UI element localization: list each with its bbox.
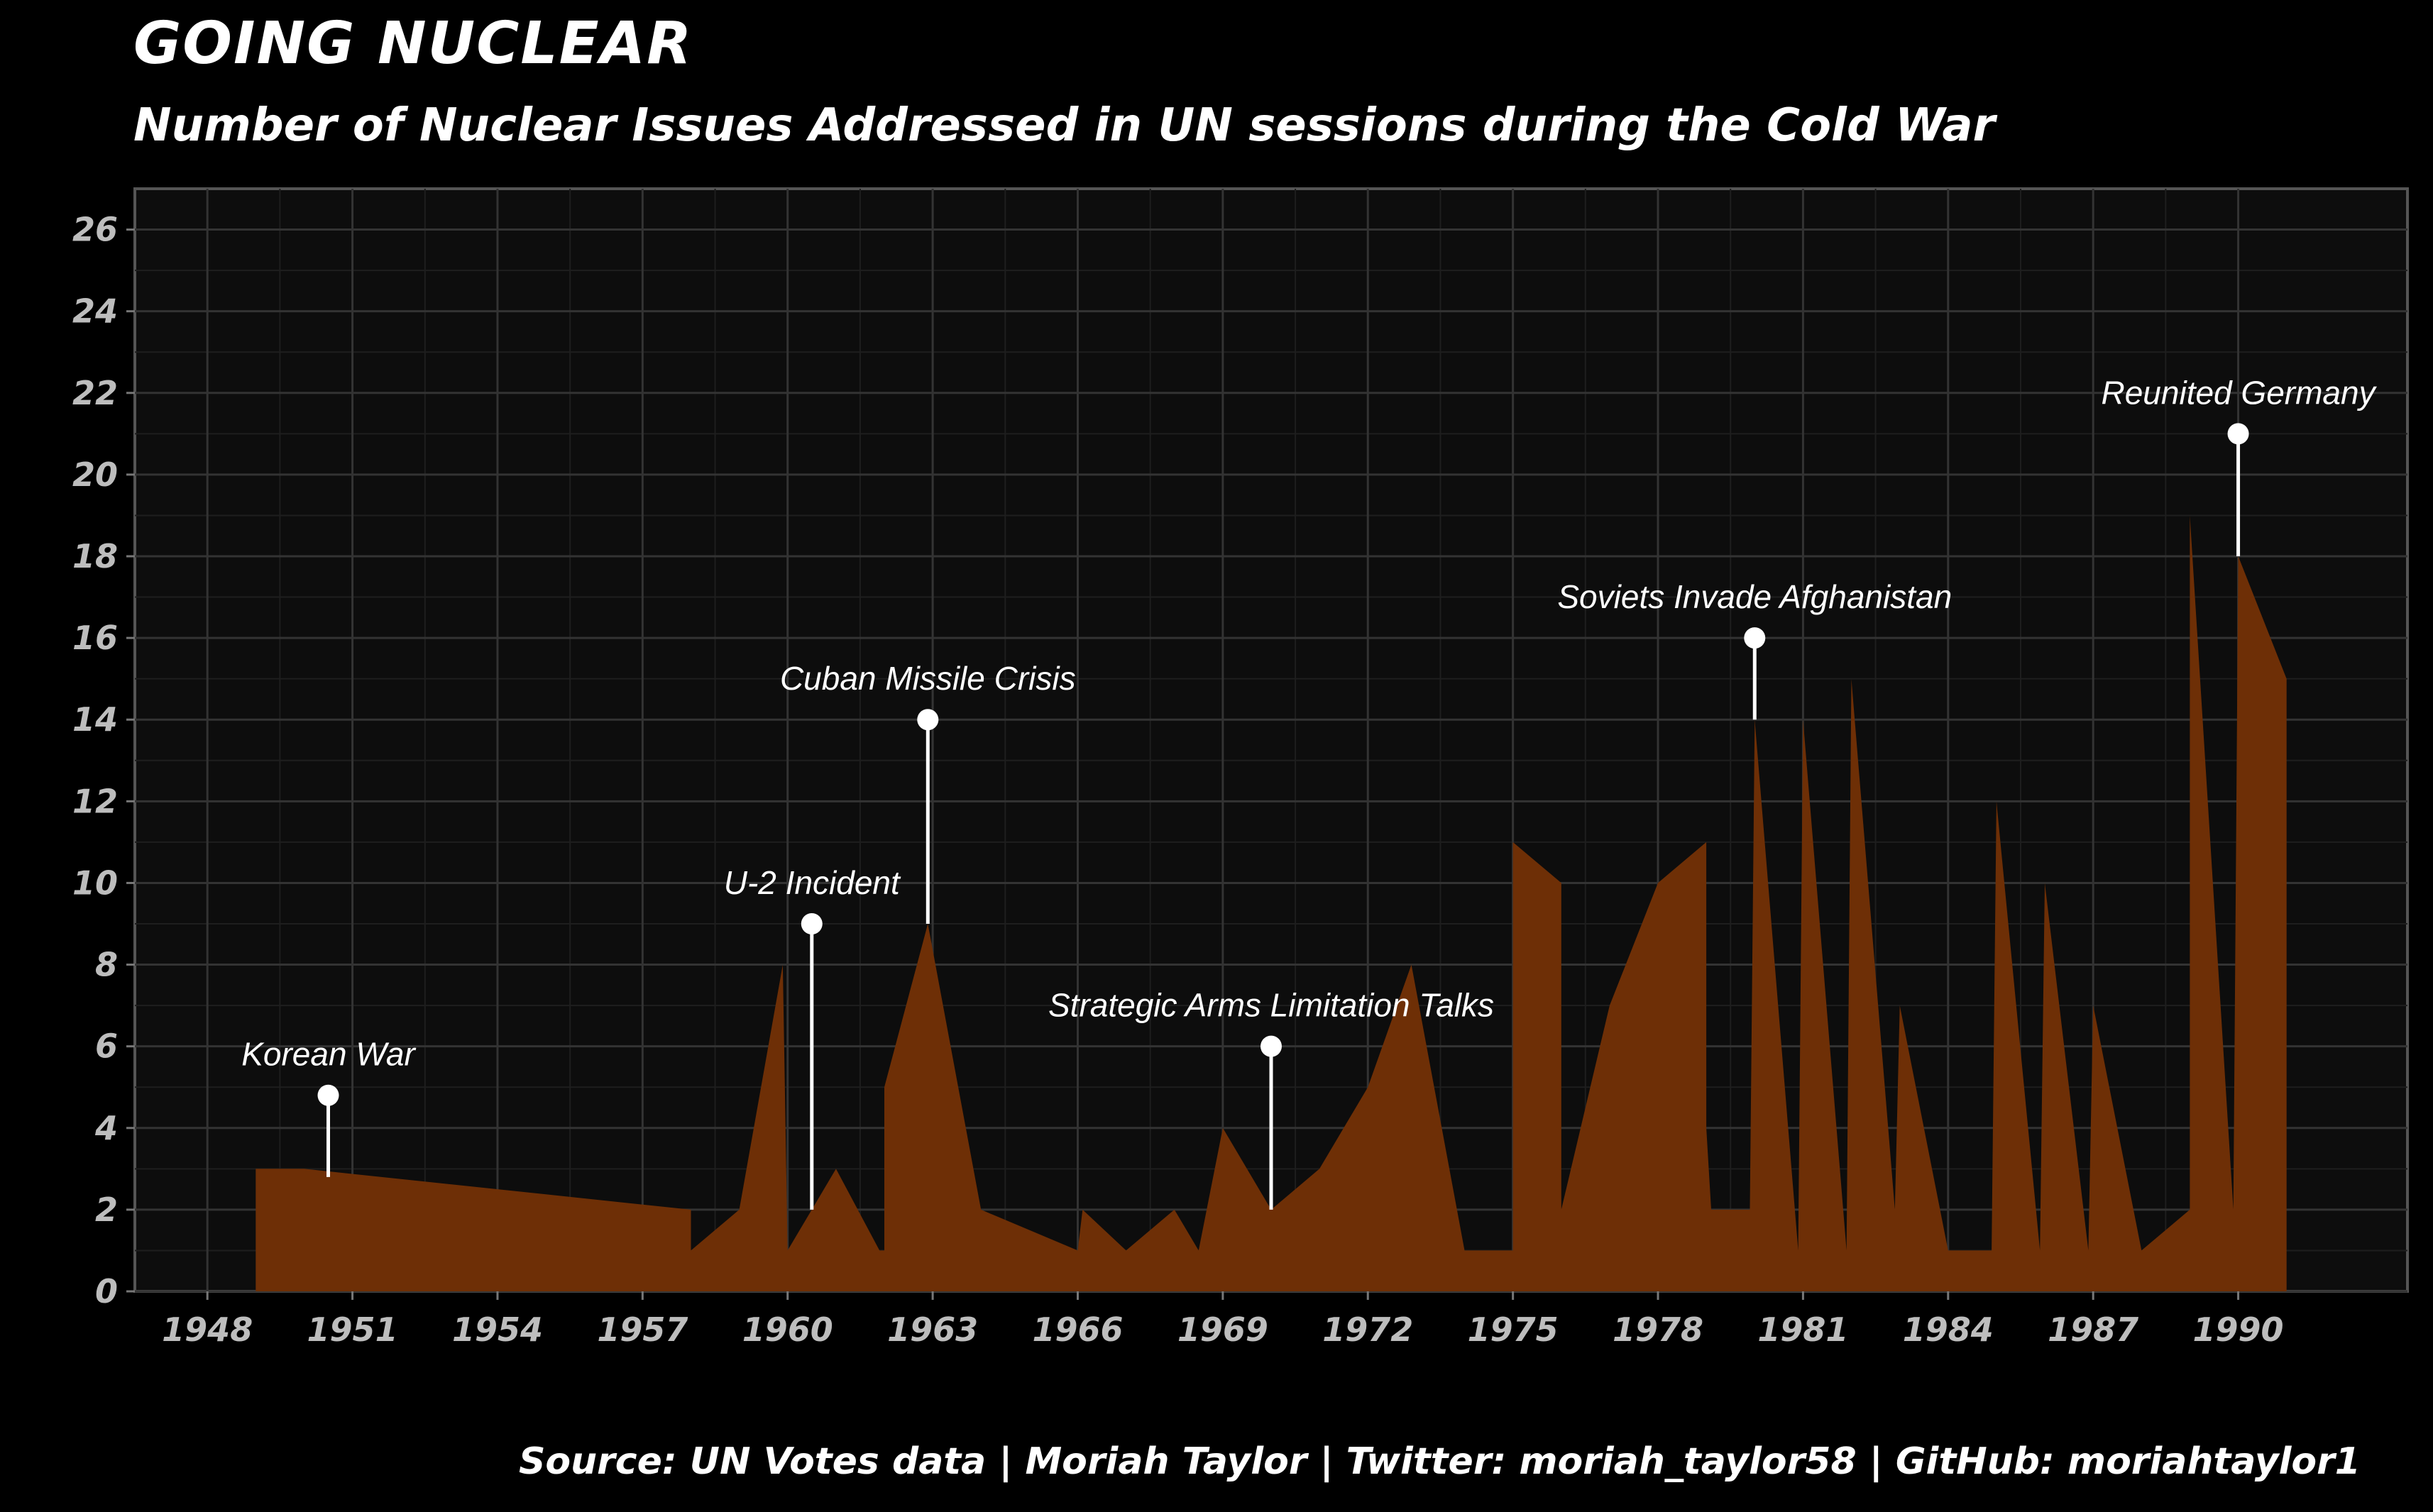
x-tick-label: 1981 <box>1757 1310 1848 1349</box>
y-tick-label: 6 <box>95 1027 118 1066</box>
annotation-point <box>801 913 823 934</box>
y-tick-label: 22 <box>72 374 118 412</box>
source-caption: Source: UN Votes data | Moriah Taylor | … <box>518 1440 2361 1483</box>
annotation-point <box>917 709 939 731</box>
x-tick-label: 1951 <box>307 1310 398 1349</box>
annotation-label: Strategic Arms Limitation Talks <box>1048 987 1494 1024</box>
y-tick-label: 18 <box>72 537 118 575</box>
y-tick-label: 12 <box>72 782 118 820</box>
x-tick-label: 1978 <box>1613 1310 1703 1349</box>
x-tick-label: 1990 <box>2193 1310 2284 1349</box>
y-tick-label: 20 <box>72 456 118 494</box>
x-tick-label: 1987 <box>2048 1310 2138 1349</box>
annotation-label: Korean War <box>241 1036 416 1073</box>
y-tick-label: 14 <box>72 700 118 739</box>
annotation-point <box>317 1084 339 1106</box>
x-tick-label: 1969 <box>1177 1310 1268 1349</box>
x-tick-label: 1984 <box>1903 1310 1994 1349</box>
chart-subtitle: Number of Nuclear Issues Addressed in UN… <box>133 99 1996 152</box>
chart-title: GOING NUCLEAR <box>133 10 693 77</box>
y-tick-label: 2 <box>95 1191 118 1229</box>
annotation-point <box>1744 627 1766 649</box>
annotation-label: U-2 Incident <box>724 864 901 901</box>
x-tick-label: 1972 <box>1322 1310 1413 1349</box>
annotation-label: Soviets Invade Afghanistan <box>1557 578 1952 615</box>
x-tick-label: 1960 <box>742 1310 833 1349</box>
y-tick-label: 0 <box>95 1272 118 1310</box>
x-tick-label: 1963 <box>887 1310 978 1349</box>
y-tick-label: 10 <box>72 863 118 902</box>
annotation-point <box>2227 423 2249 445</box>
annotation-point <box>1261 1035 1282 1057</box>
annotation-label: Cuban Missile Crisis <box>780 660 1076 697</box>
data-area <box>256 515 2287 1291</box>
y-tick-label: 4 <box>94 1109 118 1147</box>
x-tick-label: 1948 <box>162 1310 253 1349</box>
annotations: Korean War U-2 Incident Cuban Missile Cris… <box>241 374 2378 1210</box>
x-tick-label: 1966 <box>1032 1310 1123 1349</box>
x-tick-label: 1954 <box>452 1310 543 1349</box>
x-tick-label: 1957 <box>597 1310 688 1349</box>
x-tick-label: 1975 <box>1468 1310 1559 1349</box>
y-tick-label: 24 <box>72 292 118 331</box>
x-axis-ticks: 1948 1951 1954 1957 1960 1963 1966 1969 1972 1975… <box>162 1291 2284 1349</box>
y-tick-label: 8 <box>95 946 118 984</box>
y-tick-label: 16 <box>72 619 118 657</box>
annotation-label: Reunited Germany <box>2102 374 2378 411</box>
y-tick-label: 26 <box>72 211 118 249</box>
